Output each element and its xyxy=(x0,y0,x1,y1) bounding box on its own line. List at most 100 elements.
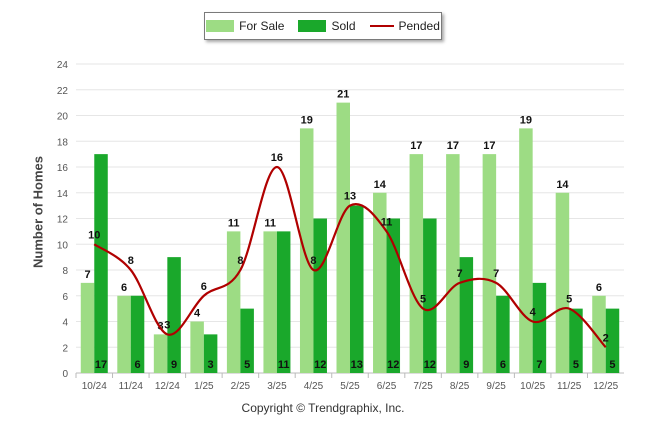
bar-for-sale xyxy=(519,128,533,373)
data-label-for-sale: 6 xyxy=(596,282,602,294)
legend-item-for-sale: For Sale xyxy=(206,19,284,33)
y-tick-label: 2 xyxy=(62,343,68,354)
y-axis-title: Number of Homes xyxy=(30,156,46,268)
y-tick-label: 6 xyxy=(62,292,68,303)
bar-for-sale xyxy=(299,128,314,373)
bar-for-sale xyxy=(117,295,131,373)
x-tick-label: 8/25 xyxy=(450,381,470,392)
bar-sold xyxy=(240,308,254,373)
bar-sold xyxy=(386,218,401,373)
bar-sold xyxy=(532,282,547,373)
data-label-pended: 3 xyxy=(164,319,170,331)
data-label-for-sale: 21 xyxy=(337,89,349,101)
bar-sold xyxy=(459,257,474,373)
bar-sold xyxy=(350,205,364,373)
bar-sold xyxy=(130,295,145,373)
x-tick-label: 5/25 xyxy=(340,381,360,392)
x-tick-label: 11/25 xyxy=(557,381,582,392)
bar-sold xyxy=(276,231,291,373)
y-tick-label: 24 xyxy=(57,60,69,71)
x-tick-label: 10/24 xyxy=(82,381,107,392)
legend-item-sold: Sold xyxy=(298,19,356,33)
legend-swatch-for-sale xyxy=(206,20,235,32)
data-label-pended: 16 xyxy=(271,152,283,164)
y-tick-label: 8 xyxy=(62,266,68,277)
data-label-pended: 7 xyxy=(493,268,499,280)
data-label-sold: 11 xyxy=(278,359,290,371)
y-tick-label: 4 xyxy=(62,318,68,329)
bar-for-sale xyxy=(409,154,424,373)
x-tick-label: 4/25 xyxy=(304,381,324,392)
legend-label-pended: Pended xyxy=(398,19,440,33)
bar-for-sale xyxy=(482,154,497,373)
bar-sold xyxy=(496,295,510,373)
data-label-pended: 4 xyxy=(530,307,537,319)
data-label-pended: 2 xyxy=(603,332,609,344)
y-tick-label: 22 xyxy=(57,86,69,97)
data-label-pended: 10 xyxy=(88,229,100,241)
data-label-sold: 9 xyxy=(463,359,469,371)
data-label-for-sale: 11 xyxy=(228,217,240,229)
data-label-pended: 8 xyxy=(128,255,134,267)
bar-for-sale xyxy=(555,192,570,373)
data-label-sold: 9 xyxy=(171,359,177,371)
bar-for-sale xyxy=(190,321,204,373)
y-tick-label: 18 xyxy=(57,137,69,148)
x-tick-label: 10/25 xyxy=(520,381,545,392)
x-tick-label: 6/25 xyxy=(377,381,397,392)
x-tick-label: 3/25 xyxy=(267,381,287,392)
bar-for-sale xyxy=(226,231,241,373)
data-label-pended: 5 xyxy=(566,294,572,306)
legend: For Sale Sold Pended xyxy=(204,12,442,40)
data-label-sold: 7 xyxy=(536,359,542,371)
data-label-for-sale: 19 xyxy=(520,114,532,126)
data-label-pended: 11 xyxy=(381,216,393,228)
legend-swatch-sold xyxy=(298,20,327,32)
legend-item-pended: Pended xyxy=(369,19,440,33)
data-label-for-sale: 17 xyxy=(447,140,459,152)
data-label-for-sale: 4 xyxy=(194,308,201,320)
data-label-sold: 3 xyxy=(208,359,214,371)
data-label-sold: 17 xyxy=(95,359,107,371)
y-tick-label: 12 xyxy=(57,215,69,226)
x-tick-label: 12/24 xyxy=(155,381,180,392)
bar-for-sale xyxy=(336,102,350,373)
data-label-for-sale: 6 xyxy=(121,282,127,294)
x-tick-label: 7/25 xyxy=(413,381,433,392)
data-label-sold: 5 xyxy=(244,359,250,371)
bar-sold xyxy=(569,308,583,373)
data-label-pended: 6 xyxy=(201,281,207,293)
bar-for-sale xyxy=(153,334,168,373)
data-label-pended: 8 xyxy=(237,255,243,267)
x-tick-label: 12/25 xyxy=(593,381,618,392)
bar-sold xyxy=(203,334,218,373)
data-label-for-sale: 17 xyxy=(410,140,422,152)
y-tick-label: 16 xyxy=(57,163,69,174)
x-tick-label: 9/25 xyxy=(486,381,506,392)
data-label-for-sale: 17 xyxy=(483,140,495,152)
legend-label-for-sale: For Sale xyxy=(239,19,285,33)
data-label-sold: 12 xyxy=(424,359,436,371)
data-label-pended: 13 xyxy=(344,191,356,203)
legend-swatch-pended xyxy=(369,25,394,27)
data-label-sold: 6 xyxy=(134,359,140,371)
bar-for-sale xyxy=(80,282,95,373)
x-tick-label: 11/24 xyxy=(119,381,144,392)
y-tick-label: 0 xyxy=(62,369,68,380)
y-tick-label: 14 xyxy=(57,189,69,200)
bar-sold xyxy=(313,218,327,373)
data-label-pended: 8 xyxy=(310,255,316,267)
data-label-sold: 13 xyxy=(351,359,363,371)
x-tick-label: 2/25 xyxy=(231,381,251,392)
bar-for-sale xyxy=(592,295,606,373)
data-label-for-sale: 11 xyxy=(264,217,276,229)
data-label-sold: 6 xyxy=(500,359,506,371)
x-tick-label: 1/25 xyxy=(194,381,214,392)
line-pended xyxy=(93,165,607,349)
data-label-for-sale: 19 xyxy=(301,114,313,126)
bar-for-sale xyxy=(446,154,460,373)
bar-sold xyxy=(423,218,437,373)
data-label-for-sale: 14 xyxy=(374,179,387,191)
y-tick-label: 10 xyxy=(57,240,69,251)
